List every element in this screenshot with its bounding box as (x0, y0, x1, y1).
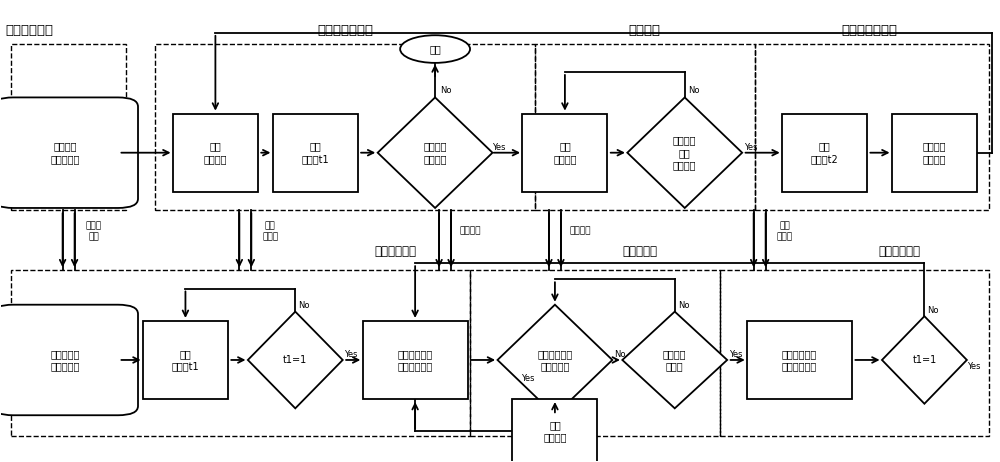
Text: Yes: Yes (492, 143, 506, 152)
Text: Yes: Yes (729, 350, 742, 359)
FancyBboxPatch shape (522, 114, 607, 192)
Text: 任务调度: 任务调度 (629, 24, 661, 37)
Text: No: No (688, 86, 699, 95)
FancyBboxPatch shape (363, 321, 468, 399)
Polygon shape (882, 316, 967, 404)
Text: No: No (678, 301, 689, 310)
FancyBboxPatch shape (782, 114, 867, 192)
FancyBboxPatch shape (273, 114, 358, 192)
Text: No: No (927, 306, 939, 315)
Text: 进行
任务调度: 进行 任务调度 (553, 141, 577, 164)
Text: 返回状态
是否正确: 返回状态 是否正确 (423, 141, 447, 164)
Text: No: No (614, 350, 625, 359)
Text: 卸载监视器程序: 卸载监视器程序 (841, 24, 897, 37)
Text: 轮询
标志位t1: 轮询 标志位t1 (172, 349, 199, 371)
Text: 执行
调度任务: 执行 调度任务 (543, 420, 567, 443)
Text: 修改
标志位t2: 修改 标志位t2 (811, 141, 838, 164)
Text: No: No (298, 301, 310, 310)
Text: 主核上电
完成初始化: 主核上电 完成初始化 (51, 141, 80, 164)
Text: 修改
标志位t1: 修改 标志位t1 (301, 141, 329, 164)
Text: No: No (440, 86, 452, 95)
FancyBboxPatch shape (892, 114, 977, 192)
Text: 加载监视器程序: 加载监视器程序 (317, 24, 373, 37)
Text: 修改编译
监视程序: 修改编译 监视程序 (923, 141, 946, 164)
Text: 卸载
监视器: 卸载 监视器 (777, 221, 793, 241)
Text: Yes: Yes (967, 362, 981, 371)
Polygon shape (248, 311, 343, 408)
FancyBboxPatch shape (0, 305, 138, 415)
Text: 跳转取指地址
执行等待代码: 跳转取指地址 执行等待代码 (782, 349, 817, 371)
Text: Yes: Yes (521, 374, 535, 383)
FancyBboxPatch shape (747, 321, 852, 399)
Text: Yes: Yes (744, 143, 757, 152)
Text: 引导启动程序: 引导启动程序 (6, 24, 54, 37)
Text: t1=1: t1=1 (283, 355, 307, 365)
Text: 跳转监视器区
执行监视程序: 跳转监视器区 执行监视程序 (397, 349, 433, 371)
FancyBboxPatch shape (143, 321, 228, 399)
Text: 引导启动程序: 引导启动程序 (878, 245, 920, 258)
Text: 加载
监视器: 加载 监视器 (262, 221, 278, 241)
Text: 切换监视
程序？: 切换监视 程序？ (663, 349, 687, 371)
Polygon shape (627, 97, 742, 208)
Text: 监视器程序: 监视器程序 (622, 245, 657, 258)
Text: 辅助核上电
完成初始化: 辅助核上电 完成初始化 (51, 349, 80, 371)
Ellipse shape (400, 35, 470, 63)
Polygon shape (622, 311, 727, 408)
FancyBboxPatch shape (512, 399, 597, 462)
Text: 发送任务: 发送任务 (459, 226, 481, 236)
Polygon shape (498, 305, 612, 415)
Text: t1=1: t1=1 (912, 355, 937, 365)
Text: 接收结果: 接收结果 (569, 226, 591, 236)
Text: 是否需要
修改
监视程序: 是否需要 修改 监视程序 (673, 135, 696, 170)
Text: 结束: 结束 (429, 44, 441, 54)
Text: 初始化
同步: 初始化 同步 (86, 221, 102, 241)
Text: Yes: Yes (344, 350, 358, 359)
Text: 拷贝
监视程序: 拷贝 监视程序 (204, 141, 227, 164)
FancyBboxPatch shape (173, 114, 258, 192)
Polygon shape (378, 97, 493, 208)
Text: 引导启动程序: 引导启动程序 (374, 245, 416, 258)
Text: 是否有待执行
的调度任务: 是否有待执行 的调度任务 (537, 349, 573, 371)
FancyBboxPatch shape (0, 97, 138, 208)
